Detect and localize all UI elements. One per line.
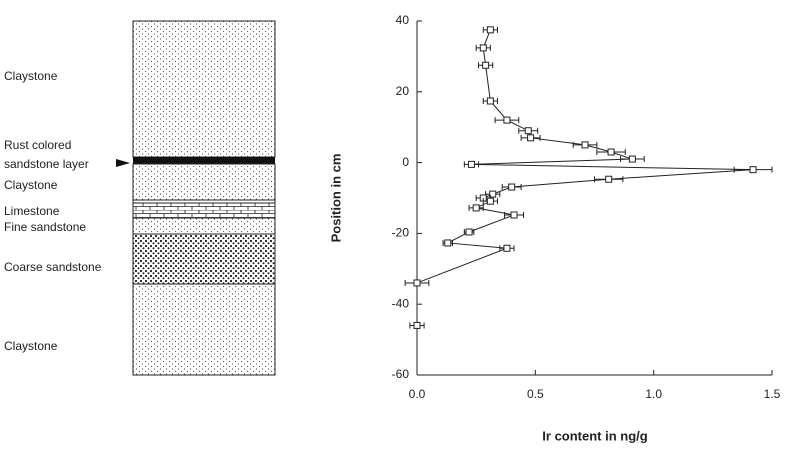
data-point — [479, 44, 487, 52]
data-point — [482, 61, 490, 69]
y-tick-label: 0 — [402, 155, 409, 169]
strat-column — [116, 20, 276, 376]
data-point — [467, 160, 475, 168]
data-point — [581, 141, 589, 149]
data-point — [486, 97, 494, 105]
y-axis-title: Position in cm — [328, 154, 343, 243]
data-point — [486, 26, 494, 34]
data-point — [472, 204, 480, 212]
x-tick-label: 0.0 — [409, 387, 426, 401]
x-tick-label: 0.5 — [527, 387, 544, 401]
y-tick-label: -40 — [392, 296, 410, 310]
data-point — [607, 148, 615, 156]
layer-label: Fine sandstone — [4, 220, 86, 234]
data-point — [527, 134, 535, 142]
data-point — [413, 279, 421, 287]
layer-label: sandstone layer — [4, 157, 89, 171]
y-tick-label: 20 — [396, 84, 410, 98]
data-point — [486, 197, 494, 205]
layer-label: Claystone — [4, 69, 58, 83]
layer-label: Claystone — [4, 339, 58, 353]
data-point — [524, 127, 532, 135]
data-line — [416, 29, 754, 326]
data-point — [503, 244, 511, 252]
y-tick-label: 40 — [396, 13, 410, 27]
data-point — [489, 190, 497, 198]
data-point — [413, 321, 421, 329]
data-point — [510, 211, 518, 219]
data-point — [749, 166, 757, 174]
layer-label: Rust colored — [4, 138, 71, 152]
y-tick-label: -60 — [392, 367, 410, 381]
layer-label: Claystone — [4, 178, 58, 192]
y-tick-label: -20 — [392, 226, 410, 240]
x-tick-label: 1.5 — [764, 387, 781, 401]
data-point — [508, 183, 516, 191]
layer-label: Coarse sandstone — [4, 260, 102, 274]
layer-label: Limestone — [4, 204, 60, 218]
data-point — [605, 175, 613, 183]
x-tick-label: 1.0 — [645, 387, 662, 401]
data-point — [444, 239, 452, 247]
x-axis-title: Ir content in ng/g — [542, 428, 647, 443]
data-point — [465, 228, 473, 236]
data-point — [503, 116, 511, 124]
data-point — [628, 155, 636, 163]
